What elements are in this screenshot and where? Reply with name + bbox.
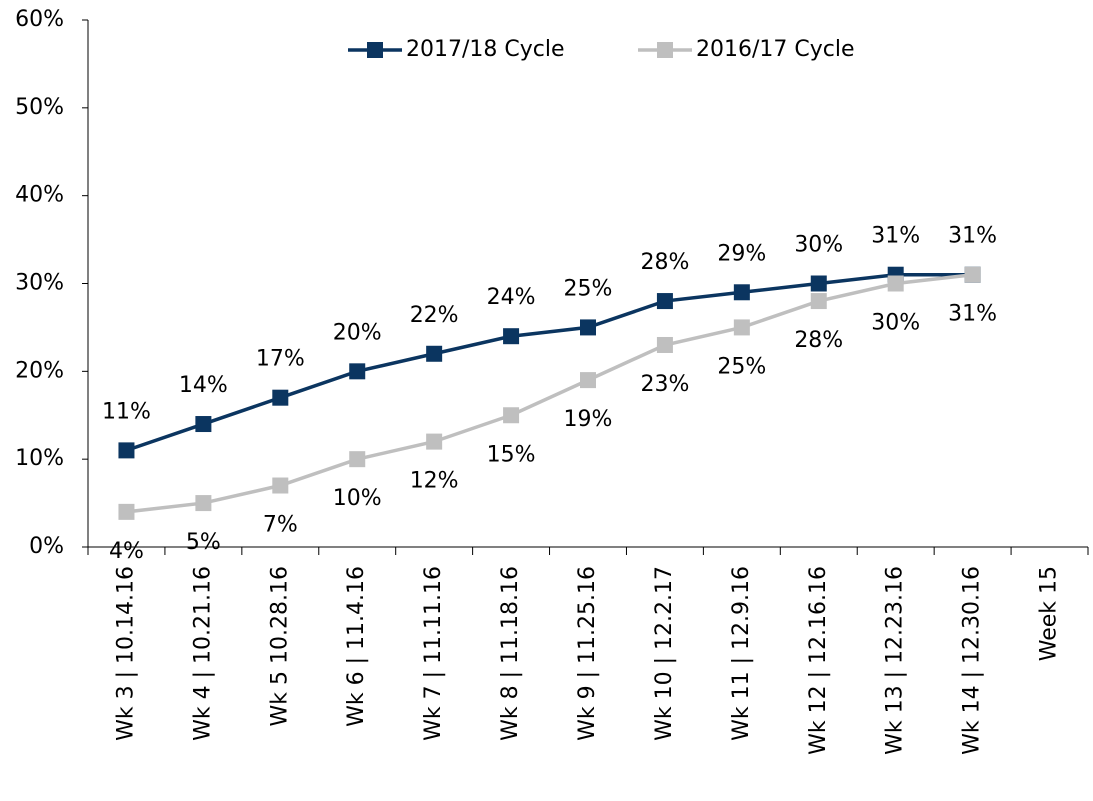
x-tick-label: Wk 5 10.28.16 bbox=[267, 566, 292, 726]
data-label: 15% bbox=[487, 442, 536, 467]
x-tick-label: Week 15 bbox=[1037, 566, 1062, 661]
x-tick-label: Wk 14 | 12.30.16 bbox=[960, 566, 985, 755]
data-point bbox=[656, 293, 673, 310]
data-point bbox=[580, 372, 596, 389]
data-point bbox=[195, 416, 212, 433]
data-point bbox=[118, 503, 135, 520]
data-label: 10% bbox=[333, 486, 382, 511]
data-point bbox=[733, 284, 750, 301]
x-tick-label: Wk 12 | 12.16.16 bbox=[806, 566, 831, 755]
data-label: 4% bbox=[109, 539, 144, 564]
data-label: 25% bbox=[564, 276, 613, 301]
data-label: 7% bbox=[263, 513, 298, 538]
data-label: 22% bbox=[410, 303, 459, 328]
data-point bbox=[887, 275, 904, 292]
data-label: 12% bbox=[410, 469, 459, 494]
data-point bbox=[426, 433, 443, 450]
data-label: 5% bbox=[186, 530, 221, 555]
y-tick-label: 60% bbox=[15, 7, 64, 32]
data-label: 23% bbox=[640, 372, 689, 397]
data-label: 31% bbox=[948, 302, 997, 327]
data-label: 28% bbox=[640, 250, 689, 275]
data-label: 24% bbox=[487, 285, 536, 310]
y-tick-label: 20% bbox=[15, 358, 64, 383]
x-tick-label: Wk 4 | 10.21.16 bbox=[190, 566, 215, 741]
data-label: 28% bbox=[794, 328, 843, 353]
data-label: 29% bbox=[717, 241, 766, 266]
data-label: 19% bbox=[564, 407, 613, 432]
data-point bbox=[503, 328, 520, 345]
y-tick-label: 30% bbox=[15, 271, 64, 296]
y-tick-label: 40% bbox=[15, 183, 64, 208]
data-point bbox=[733, 319, 750, 336]
x-tick-label: Wk 8 | 11.18.16 bbox=[498, 566, 523, 741]
data-point bbox=[810, 293, 827, 310]
legend-marker bbox=[657, 42, 673, 58]
data-point bbox=[503, 407, 520, 424]
data-label: 14% bbox=[179, 373, 228, 398]
series-line bbox=[125, 272, 973, 453]
y-tick-label: 0% bbox=[29, 534, 64, 559]
data-label: 30% bbox=[871, 311, 920, 336]
legend-marker bbox=[367, 42, 383, 58]
series-line bbox=[126, 272, 973, 514]
data-point bbox=[272, 389, 289, 406]
data-point bbox=[656, 336, 673, 353]
data-label: 25% bbox=[717, 354, 766, 379]
data-point bbox=[964, 266, 981, 283]
data-point bbox=[349, 451, 366, 468]
y-tick-label: 50% bbox=[15, 95, 64, 120]
data-point bbox=[426, 345, 443, 362]
legend-label: 2017/18 Cycle bbox=[406, 37, 565, 62]
x-tick-label: Wk 13 | 12.23.16 bbox=[883, 566, 908, 755]
data-point bbox=[349, 363, 366, 380]
y-tick-label: 10% bbox=[15, 446, 64, 471]
data-label: 31% bbox=[948, 224, 997, 249]
x-tick-label: Wk 7 | 11.11.16 bbox=[421, 566, 446, 741]
data-label: 31% bbox=[871, 224, 920, 249]
x-tick-label: Wk 11 | 12.9.16 bbox=[729, 566, 754, 741]
data-label: 30% bbox=[794, 233, 843, 258]
x-tick-label: Wk 9 | 11.25.16 bbox=[575, 566, 600, 741]
data-point bbox=[118, 442, 135, 459]
x-tick-label: Wk 3 | 10.14.16 bbox=[113, 566, 138, 741]
data-point bbox=[272, 477, 289, 494]
legend-label: 2016/17 Cycle bbox=[696, 37, 855, 62]
data-point bbox=[195, 495, 212, 512]
data-point bbox=[810, 275, 827, 292]
data-label: 11% bbox=[102, 399, 151, 424]
data-label: 20% bbox=[333, 320, 382, 345]
x-tick-label: Wk 6 | 11.4.16 bbox=[344, 566, 369, 727]
data-point bbox=[580, 319, 596, 336]
data-label: 17% bbox=[256, 347, 305, 372]
x-tick-label: Wk 10 | 12.2.17 bbox=[652, 566, 677, 741]
